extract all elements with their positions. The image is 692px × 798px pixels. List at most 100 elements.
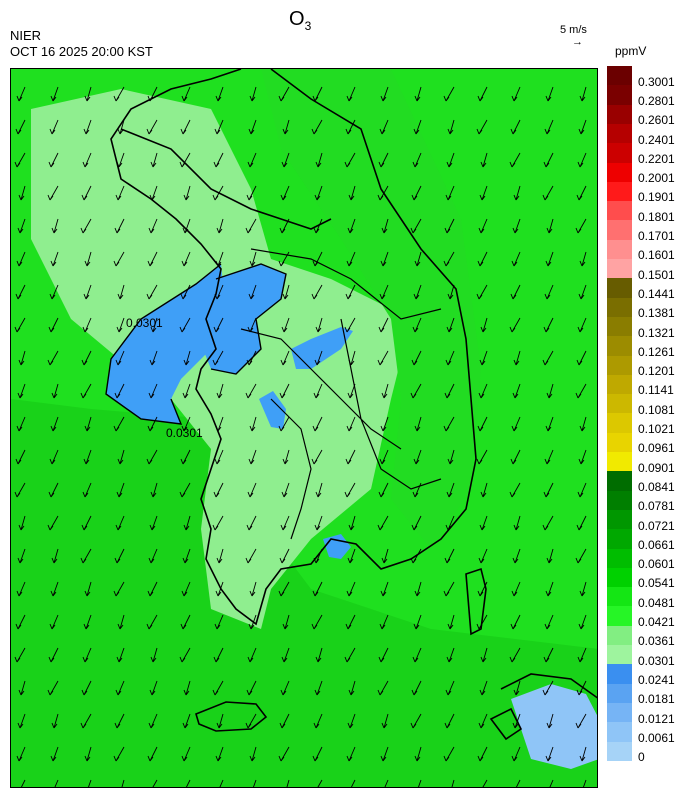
- wind-arrow-icon: [20, 779, 26, 787]
- colorbar-swatch: [607, 413, 632, 434]
- wind-arrow-icon: [150, 152, 158, 168]
- wind-arrow-icon: [150, 647, 158, 663]
- wind-arrow-icon: [121, 779, 125, 787]
- wind-arrow-icon: [14, 647, 26, 663]
- wind-arrow-icon: [216, 713, 224, 729]
- wind-arrow-icon: [249, 251, 257, 267]
- wind-arrow-icon: [50, 86, 59, 102]
- colorbar-tick-label: 0.2601: [638, 113, 675, 128]
- colorbar-tick-label: 0.3001: [638, 74, 675, 89]
- wind-arrow-icon: [447, 284, 455, 300]
- wind-arrow-icon: [147, 86, 158, 102]
- colorbar-tick-label: 0: [638, 750, 645, 765]
- wind-arrow-icon: [114, 548, 125, 564]
- wind-arrow-icon: [314, 515, 323, 531]
- wind-arrow-icon: [380, 416, 389, 432]
- wind-arrow-icon: [51, 548, 59, 564]
- wind-arrow-icon: [49, 614, 59, 630]
- colorbar-swatch: [607, 181, 632, 202]
- colorbar-tick-label: 0.0781: [638, 499, 675, 514]
- colorbar-tick-label: 0.1701: [638, 229, 675, 244]
- wind-arrow-icon: [479, 680, 488, 696]
- wind-arrow-icon: [542, 515, 554, 531]
- wind-arrow-icon: [81, 515, 92, 531]
- wind-arrow-icon: [147, 416, 158, 432]
- wind-arrow-icon: [578, 449, 587, 465]
- wind-arrow-icon: [245, 548, 257, 564]
- wind-arrow-icon: [381, 383, 389, 399]
- wind-arrow-icon: [116, 152, 125, 168]
- wind-arrow-icon: [350, 779, 356, 787]
- colorbar-swatch: [607, 683, 632, 704]
- wind-arrow-icon: [477, 86, 488, 102]
- wind-arrow-icon: [15, 119, 26, 135]
- wind-arrow-icon: [17, 383, 26, 399]
- wind-arrow-icon: [14, 482, 26, 498]
- wind-arrow-icon: [410, 548, 422, 564]
- wind-arrow-icon: [278, 86, 290, 102]
- wind-arrow-icon: [115, 350, 125, 366]
- wind-arrow-icon: [183, 350, 191, 366]
- wind-arrow-icon: [378, 317, 389, 333]
- wind-arrow-icon: [344, 317, 356, 333]
- wind-arrow-icon: [511, 251, 521, 267]
- wind-arrow-icon: [311, 614, 323, 630]
- wind-reference-label: 5 m/s: [560, 24, 587, 36]
- wind-arrow-icon: [117, 449, 125, 465]
- wind-arrow-icon: [113, 86, 125, 102]
- concentration-zones: [11, 69, 597, 787]
- colorbar-tick-label: 0.1021: [638, 422, 675, 437]
- colorbar-tick-label: 0.0361: [638, 634, 675, 649]
- wind-arrow-icon: [544, 284, 554, 300]
- wind-arrow-icon: [212, 350, 224, 366]
- wind-arrow-icon: [317, 779, 323, 787]
- wind-arrow-icon: [148, 713, 158, 729]
- wind-arrow-icon: [216, 383, 224, 399]
- wind-arrow-icon: [579, 581, 587, 597]
- wind-arrow-icon: [182, 713, 191, 729]
- land-east-zone: [261, 69, 481, 549]
- wind-arrow-icon: [114, 218, 125, 234]
- wind-arrow-icon: [414, 746, 422, 762]
- wind-arrow-icon: [214, 284, 224, 300]
- wind-arrow-icon: [17, 548, 26, 564]
- wind-arrow-icon: [412, 152, 422, 168]
- wind-arrow-icon: [348, 680, 356, 696]
- wind-arrow-icon: [245, 383, 257, 399]
- wind-arrow-icon: [513, 350, 521, 366]
- wind-arrow-icon: [315, 647, 323, 663]
- colorbar-swatch: [607, 587, 632, 607]
- wind-arrow-icon: [446, 152, 455, 168]
- ozone-map[interactable]: 0.0301 0.0301: [10, 68, 598, 788]
- wind-arrow-icon: [377, 680, 389, 696]
- colorbar-swatch: [607, 374, 632, 395]
- wind-arrow-icon: [413, 119, 422, 135]
- colorbar-tick-label: 0.1081: [638, 402, 675, 417]
- wind-arrow-icon: [181, 251, 191, 267]
- wind-arrow-icon: [510, 449, 521, 465]
- colorbar-tick-label: 0.2401: [638, 132, 675, 147]
- wind-arrow-icon: [344, 152, 356, 168]
- wind-arrow-icon: [347, 383, 356, 399]
- province-lines: [240, 248, 442, 540]
- wind-arrow-icon: [476, 614, 488, 630]
- wind-arrow-icon: [147, 581, 158, 597]
- north-boundary: [120, 128, 332, 230]
- wind-arrow-icon: [577, 647, 587, 663]
- wind-arrow-icon: [18, 350, 26, 366]
- wind-arrow-icon: [182, 548, 191, 564]
- contour-label-1: 0.0301: [126, 316, 163, 330]
- wind-arrow-icon: [410, 218, 422, 234]
- colorbar-swatch: [607, 201, 632, 221]
- wind-arrow-icon: [212, 185, 224, 201]
- wind-arrow-icon: [213, 482, 224, 498]
- wind-arrow-icon: [51, 218, 59, 234]
- wind-arrow-icon: [280, 515, 290, 531]
- wind-arrow-icon: [115, 515, 125, 531]
- title-main: O: [289, 8, 305, 30]
- wind-arrow-icon: [48, 482, 59, 498]
- wind-arrow-icon: [411, 185, 422, 201]
- agency-label: NIER: [10, 28, 42, 43]
- colorbar-swatch: [607, 625, 632, 646]
- colorbar-tick-label: 0.0901: [638, 460, 675, 475]
